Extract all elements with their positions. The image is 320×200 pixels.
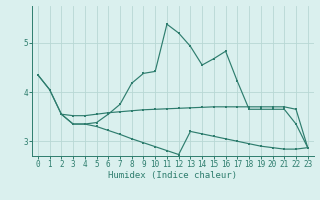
X-axis label: Humidex (Indice chaleur): Humidex (Indice chaleur) bbox=[108, 171, 237, 180]
